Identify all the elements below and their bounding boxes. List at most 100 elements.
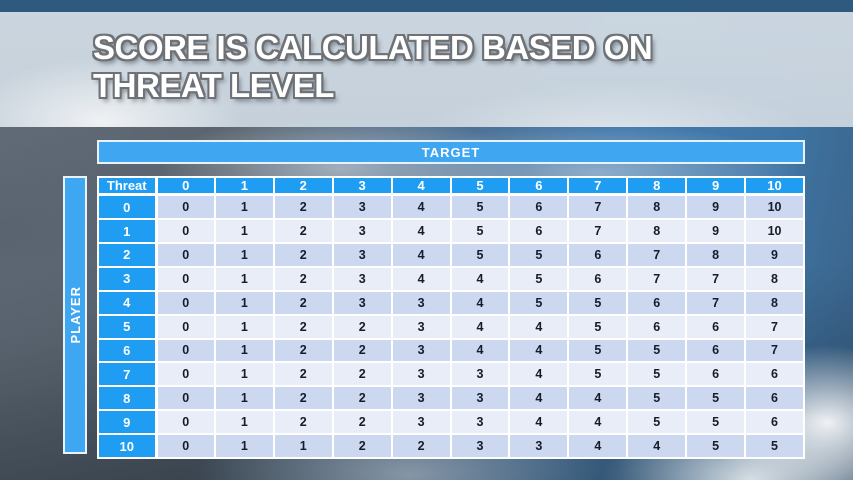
score-cell: 2	[331, 361, 393, 388]
score-cell: 3	[331, 218, 393, 244]
score-cell: 8	[744, 265, 805, 292]
score-cell: 8	[744, 289, 805, 316]
score-cell: 2	[272, 218, 334, 244]
column-header-cell: 4	[390, 176, 452, 196]
score-cell: 6	[744, 361, 805, 388]
score-cell: 2	[331, 337, 393, 364]
score-cell: 2	[272, 265, 334, 292]
score-cell: 5	[567, 337, 629, 364]
score-cell: 8	[626, 218, 688, 244]
score-cell: 4	[449, 265, 511, 292]
score-cell: 5	[685, 385, 747, 412]
score-cell: 5	[508, 289, 570, 316]
score-cell: 7	[567, 193, 629, 221]
score-cell: 7	[626, 241, 688, 268]
score-cell: 0	[155, 433, 216, 459]
score-cell: 0	[155, 313, 216, 340]
score-cell: 5	[449, 193, 511, 221]
top-accent-bar	[0, 0, 853, 12]
score-cell: 3	[331, 265, 393, 292]
score-cell: 2	[390, 433, 452, 459]
score-cell: 7	[626, 265, 688, 292]
score-cell: 1	[213, 241, 275, 268]
score-cell: 9	[744, 241, 805, 268]
score-cell: 2	[331, 313, 393, 340]
score-cell: 7	[567, 218, 629, 244]
score-cell: 5	[685, 433, 747, 459]
score-cell: 5	[449, 218, 511, 244]
score-cell: 3	[331, 193, 393, 221]
score-cell: 6	[685, 337, 747, 364]
score-cell: 2	[272, 313, 334, 340]
score-cell: 5	[626, 409, 688, 436]
score-cell: 5	[508, 265, 570, 292]
score-cell: 4	[390, 193, 452, 221]
score-cell: 4	[390, 218, 452, 244]
score-cell: 1	[213, 218, 275, 244]
column-header-cell: 7	[567, 176, 629, 196]
score-cell: 0	[155, 409, 216, 436]
score-cell: 5	[567, 313, 629, 340]
score-cell: 2	[272, 241, 334, 268]
score-cell: 7	[744, 313, 805, 340]
score-cell: 0	[155, 265, 216, 292]
score-cell: 5	[626, 361, 688, 388]
row-header-cell: 10	[97, 433, 158, 459]
score-cell: 6	[744, 385, 805, 412]
score-cell: 4	[508, 385, 570, 412]
score-cell: 2	[272, 409, 334, 436]
score-cell: 6	[744, 409, 805, 436]
score-cell: 5	[744, 433, 805, 459]
score-cell: 3	[390, 361, 452, 388]
score-cell: 9	[685, 193, 747, 221]
row-header-cell: 2	[97, 241, 158, 268]
player-axis-header: PLAYER	[63, 176, 87, 454]
score-cell: 0	[155, 241, 216, 268]
score-cell: 7	[744, 337, 805, 364]
table-row: 10 0 1 1 2 2 3 3 4 4 5 5	[97, 433, 805, 459]
score-cell: 1	[213, 265, 275, 292]
score-cell: 10	[744, 218, 805, 244]
score-cell: 2	[331, 385, 393, 412]
score-cell: 5	[567, 361, 629, 388]
score-cell: 6	[508, 218, 570, 244]
score-cell: 1	[213, 313, 275, 340]
column-header-cell: 2	[272, 176, 334, 196]
score-cell: 1	[213, 433, 275, 459]
column-header-cell: 9	[685, 176, 747, 196]
score-cell: 4	[449, 289, 511, 316]
score-cell: 3	[449, 433, 511, 459]
score-cell: 4	[626, 433, 688, 459]
score-cell: 2	[272, 361, 334, 388]
column-header-cell: 1	[213, 176, 275, 196]
score-cell: 3	[390, 289, 452, 316]
score-cell: 0	[155, 218, 216, 244]
score-cell: 7	[685, 265, 747, 292]
score-cell: 3	[331, 241, 393, 268]
column-header-cell: 5	[449, 176, 511, 196]
score-cell: 3	[449, 385, 511, 412]
score-cell: 4	[449, 313, 511, 340]
score-cell: 5	[567, 289, 629, 316]
score-cell: 3	[390, 313, 452, 340]
score-cell: 2	[272, 289, 334, 316]
score-cell: 5	[685, 409, 747, 436]
score-cell: 7	[685, 289, 747, 316]
score-cell: 3	[390, 409, 452, 436]
score-cell: 3	[390, 385, 452, 412]
score-cell: 0	[155, 361, 216, 388]
title-band	[0, 12, 853, 127]
score-cell: 0	[155, 193, 216, 221]
column-header-cell: 6	[508, 176, 570, 196]
score-cell: 4	[567, 385, 629, 412]
score-cell: 9	[685, 218, 747, 244]
column-header-row: Threat 0 1 2 3 4 5 6 7 8 9 10	[97, 176, 805, 196]
score-cell: 8	[685, 241, 747, 268]
column-header-cell: 10	[744, 176, 805, 196]
score-cell: 3	[508, 433, 570, 459]
score-cell: 2	[272, 337, 334, 364]
target-axis-label: TARGET	[421, 144, 481, 160]
